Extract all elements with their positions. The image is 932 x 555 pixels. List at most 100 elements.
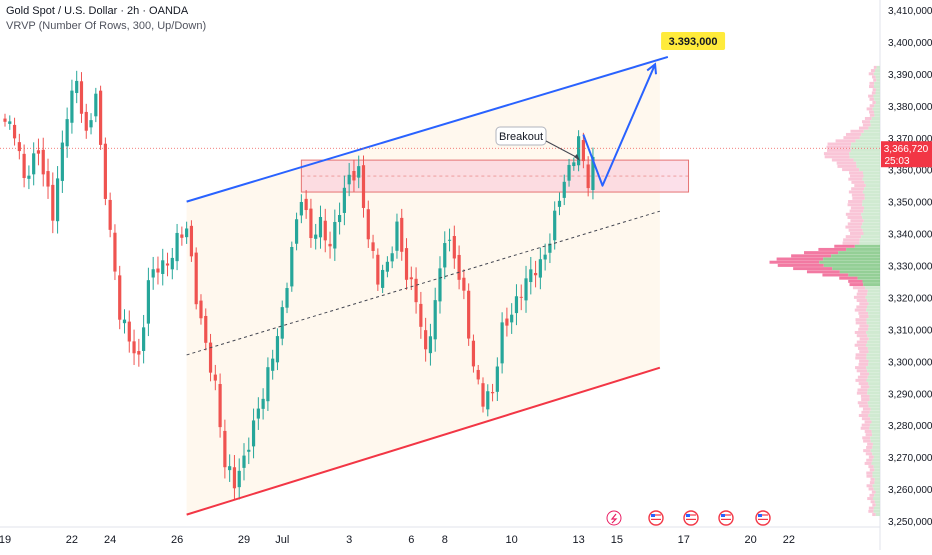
candle-body bbox=[462, 277, 466, 291]
volume-profile-up-bar bbox=[870, 417, 880, 421]
candle-body bbox=[581, 140, 585, 162]
candle-body bbox=[156, 268, 160, 273]
volume-profile-up-bar bbox=[868, 327, 880, 331]
volume-profile-down-bar bbox=[843, 238, 860, 242]
volume-profile-up-bar bbox=[838, 251, 880, 255]
candle-body bbox=[304, 198, 308, 211]
price-tick-label: 3,410,000 bbox=[888, 6, 932, 17]
channel-mid-line bbox=[186, 210, 661, 356]
volume-profile-down-bar bbox=[866, 474, 873, 478]
volume-profile-up-bar bbox=[871, 429, 880, 433]
price-tick-label: 3,270,000 bbox=[888, 453, 932, 464]
time-tick-label: 22 bbox=[66, 534, 78, 546]
event-lightning-icon bbox=[606, 510, 622, 526]
volume-profile-up-bar bbox=[856, 161, 880, 165]
volume-profile-up-bar bbox=[875, 490, 880, 494]
candle-body bbox=[165, 263, 170, 266]
candle-body bbox=[208, 342, 213, 373]
candle-body bbox=[84, 111, 88, 131]
volume-profile-down-bar bbox=[873, 65, 877, 69]
candle-body bbox=[228, 466, 232, 471]
chart-title: Gold Spot / U.S. Dollar · 2h · OANDA bbox=[6, 5, 189, 17]
event-lightning-glyph bbox=[610, 513, 618, 524]
indicator-label: VRVP (Number Of Rows, 300, Up/Down) bbox=[6, 20, 207, 32]
volume-profile-up-bar bbox=[848, 273, 880, 277]
candle-body bbox=[256, 408, 260, 419]
volume-profile-up-bar bbox=[868, 404, 880, 408]
volume-profile-down-bar bbox=[849, 283, 864, 287]
volume-profile-up-bar bbox=[862, 171, 880, 175]
candle-body bbox=[486, 391, 490, 410]
candle-body bbox=[395, 221, 399, 251]
volume-profile-up-bar bbox=[867, 391, 880, 395]
volume-profile-down-bar bbox=[776, 257, 824, 261]
volume-profile-down-bar bbox=[850, 129, 864, 133]
volume-profile-down-bar bbox=[824, 155, 850, 159]
volume-profile-up-bar bbox=[832, 267, 880, 271]
volume-profile-down-bar bbox=[855, 321, 867, 325]
candle-body bbox=[142, 327, 146, 351]
target-label: 3.393,000 bbox=[669, 36, 718, 48]
volume-profile-up-bar bbox=[865, 295, 880, 299]
volume-profile-down-bar bbox=[837, 164, 857, 168]
volume-profile-down-bar bbox=[859, 302, 869, 306]
volume-profile-up-bar bbox=[874, 97, 880, 101]
volume-profile-up-bar bbox=[851, 142, 880, 146]
volume-profile-up-bar bbox=[866, 308, 880, 312]
price-tick-label: 3,330,000 bbox=[888, 262, 932, 273]
volume-profile-down-bar bbox=[868, 72, 874, 76]
volume-profile-up-bar bbox=[872, 445, 880, 449]
price-tick-label: 3,290,000 bbox=[888, 389, 932, 400]
volume-profile-up-bar bbox=[864, 196, 880, 200]
volume-profile-down-bar bbox=[868, 509, 874, 513]
volume-profile-up-bar bbox=[869, 426, 880, 430]
breakout-callout-text: Breakout bbox=[499, 131, 543, 143]
volume-profile-down-bar bbox=[858, 362, 869, 366]
volume-profile-up-bar bbox=[871, 420, 880, 424]
volume-profile-down-bar bbox=[851, 180, 865, 184]
volume-profile-up-bar bbox=[866, 353, 880, 357]
candle-body bbox=[338, 215, 342, 223]
volume-profile-up-bar bbox=[870, 439, 880, 443]
candle-body bbox=[476, 369, 480, 380]
volume-profile-up-bar bbox=[868, 350, 880, 354]
candle-body bbox=[247, 449, 251, 452]
volume-profile-up-bar bbox=[865, 184, 880, 188]
volume-profile-up-bar bbox=[869, 410, 880, 414]
candle-body bbox=[548, 243, 552, 253]
candle-body bbox=[113, 232, 117, 272]
candle-body bbox=[400, 217, 404, 252]
volume-profile-up-bar bbox=[875, 69, 880, 73]
volume-profile-up-bar bbox=[863, 129, 880, 133]
candle-body bbox=[471, 340, 476, 367]
volume-profile-down-bar bbox=[873, 78, 877, 82]
volume-profile-down-bar bbox=[857, 346, 868, 350]
volume-profile-up-bar bbox=[872, 497, 880, 501]
volume-profile-down-bar bbox=[856, 391, 868, 395]
volume-profile-up-bar bbox=[874, 104, 880, 108]
time-tick-label: 13 bbox=[572, 534, 584, 546]
volume-profile-up-bar bbox=[874, 468, 880, 472]
volume-profile-down-bar bbox=[869, 113, 875, 117]
candle-body bbox=[146, 280, 150, 324]
price-tick-label: 3,250,000 bbox=[888, 517, 932, 528]
event-flag-canton bbox=[721, 514, 725, 517]
volume-profile-up-bar bbox=[868, 302, 880, 306]
channel-fill bbox=[186, 57, 660, 515]
volume-profile-down-bar bbox=[848, 190, 863, 194]
volume-profile-down-bar bbox=[860, 394, 870, 398]
candle-body bbox=[70, 90, 74, 123]
volume-profile-up-bar bbox=[873, 455, 880, 459]
volume-profile-up-bar bbox=[863, 209, 880, 213]
volume-profile-down-bar bbox=[869, 104, 875, 108]
candle-body bbox=[543, 254, 547, 260]
candle-body bbox=[3, 118, 7, 122]
candle-body bbox=[510, 314, 514, 323]
candle-body bbox=[529, 269, 533, 283]
volume-profile-up-bar bbox=[875, 513, 880, 517]
candle-body bbox=[194, 252, 198, 305]
candle-body bbox=[524, 278, 528, 301]
volume-profile-up-bar bbox=[872, 458, 880, 462]
volume-profile-up-bar bbox=[860, 225, 880, 229]
